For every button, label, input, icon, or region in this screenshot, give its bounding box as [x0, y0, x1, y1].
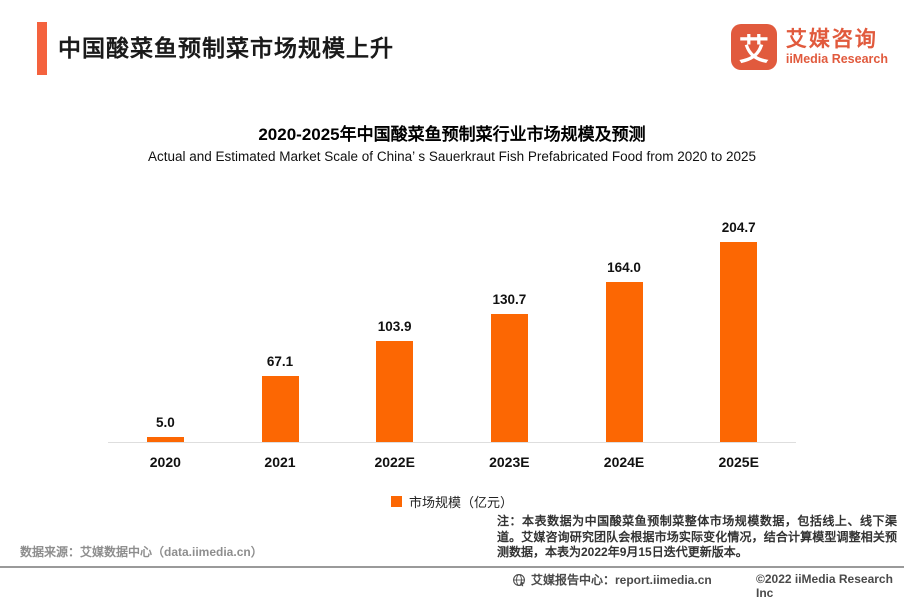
footer-report-text: 艾媒报告中心：report.iimedia.cn	[531, 573, 712, 587]
bar-column: 130.7	[452, 200, 567, 442]
bar-column: 164.0	[567, 200, 682, 442]
x-axis-tick-label: 2020	[149, 454, 181, 470]
bar-value-label: 5.0	[155, 415, 175, 431]
bar-value-label: 103.9	[377, 318, 412, 334]
logo-brand-cn: 艾媒咨询	[785, 28, 878, 51]
bar-value-label: 67.1	[266, 354, 294, 370]
x-axis-tick-label: 2025E	[718, 454, 759, 470]
x-axis-labels: 2020 2021 2022E 2023E 2024E 2025E	[108, 444, 796, 470]
legend-label: 市场规模（亿元）	[408, 495, 513, 510]
bar	[376, 340, 414, 442]
bar	[720, 242, 758, 442]
bar	[490, 314, 528, 442]
x-axis-tick-label: 2022E	[374, 454, 415, 470]
chart-subtitle: Actual and Estimated Market Scale of Chi…	[147, 149, 757, 164]
footer-report-center: 艾媒报告中心：report.iimedia.cn	[512, 571, 712, 588]
title-accent-bar	[37, 22, 47, 75]
bar	[146, 437, 184, 442]
iimedia-logo: 艾 艾媒咨询 iiMedia Research	[730, 24, 888, 70]
data-source: 数据来源：艾媒数据中心（data.iimedia.cn）	[20, 545, 263, 559]
bar-value-label: 130.7	[492, 292, 527, 308]
chart-note: 注：本表数据为中国酸菜鱼预制菜整体市场规模数据，包括线上、线下渠道。艾媒咨询研究…	[497, 514, 897, 559]
bar-column: 204.7	[681, 200, 796, 442]
bar	[261, 376, 299, 442]
x-axis-tick-label: 2023E	[489, 454, 530, 470]
legend-swatch-icon	[390, 496, 402, 507]
bar-value-label: 204.7	[721, 220, 756, 235]
footer-bar: 艾媒报告中心：report.iimedia.cn ©2022 iiMedia R…	[0, 566, 904, 600]
bar-column: 103.9	[337, 200, 452, 442]
bar-column: 5.0	[108, 200, 223, 442]
x-axis-tick-label: 2024E	[603, 454, 645, 470]
chart-legend: 市场规模（亿元）	[108, 492, 796, 511]
iimedia-logo-icon: 艾	[730, 24, 777, 70]
x-axis-tick-label: 2021	[264, 454, 296, 470]
bar	[605, 281, 643, 442]
logo-brand-en: iiMedia Research	[785, 52, 888, 66]
iimedia-logo-text: 艾媒咨询 iiMedia Research	[786, 27, 888, 67]
page-title: 中国酸菜鱼预制菜市场规模上升	[58, 35, 394, 61]
globe-icon	[513, 573, 525, 586]
bar-value-label: 164.0	[607, 259, 641, 275]
chart-title: 2020-2025年中国酸菜鱼预制菜行业市场规模及预测	[258, 125, 646, 144]
bar-chart-plot: 5.0 67.1 103.9 130.7 164.0 204.7	[108, 200, 796, 443]
footer-copyright: ©2022 iiMedia Research Inc	[756, 572, 893, 600]
bar-column: 67.1	[223, 200, 338, 442]
